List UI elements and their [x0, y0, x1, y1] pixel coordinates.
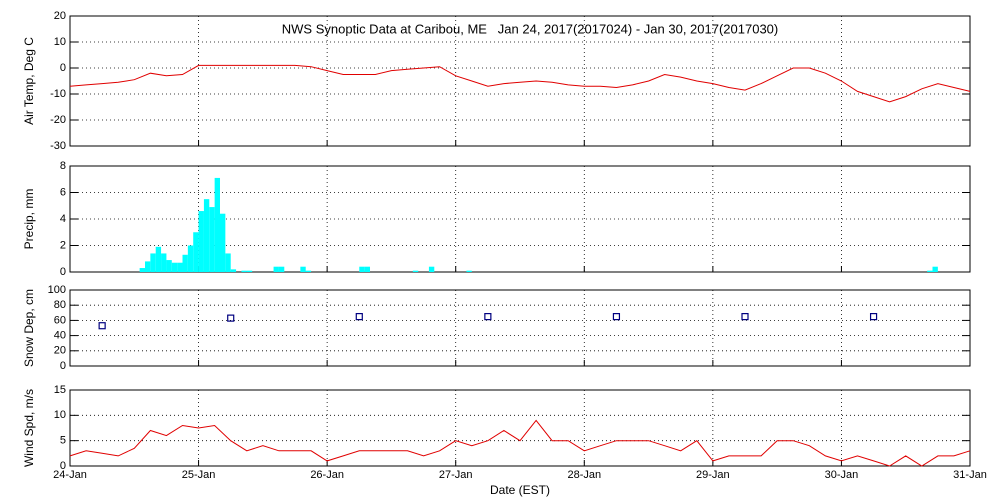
y-tick-label: 6 — [60, 186, 66, 198]
bar — [150, 253, 156, 272]
y-tick-label: 2 — [60, 239, 66, 251]
bar — [364, 266, 370, 272]
y-tick-label: 10 — [54, 409, 66, 421]
y-tick-label: 0 — [60, 62, 66, 74]
y-tick-label: 0 — [60, 266, 66, 278]
y-tick-label: 60 — [54, 314, 66, 326]
bar — [166, 260, 172, 272]
y-tick-label: 0 — [60, 360, 66, 372]
bar — [155, 246, 162, 272]
bar — [225, 253, 231, 272]
bar — [198, 211, 204, 272]
plot-frame — [69, 165, 971, 273]
bar — [466, 270, 472, 272]
bar — [230, 269, 237, 272]
bar — [139, 268, 145, 272]
x-tick-label: 30-Jan — [825, 469, 859, 481]
point — [98, 322, 106, 330]
bar — [428, 266, 435, 272]
plot-frame — [69, 389, 971, 467]
point — [484, 313, 492, 321]
bar — [246, 270, 253, 272]
data-line — [69, 419, 971, 467]
point — [869, 313, 878, 321]
bar — [187, 245, 194, 272]
point — [612, 313, 621, 321]
y-tick-label: 20 — [54, 345, 66, 357]
data-line — [69, 64, 971, 103]
bar — [193, 232, 199, 272]
y-tick-label: 80 — [54, 299, 66, 311]
bar — [412, 270, 419, 272]
bar — [241, 270, 247, 272]
y-tick-label: 40 — [54, 330, 66, 342]
bar — [273, 266, 279, 272]
bar — [927, 270, 933, 272]
y-tick-label: 100 — [48, 284, 66, 296]
x-tick-label: 29-Jan — [696, 469, 730, 481]
plot-frame — [69, 15, 971, 147]
bar — [305, 270, 312, 272]
bar — [177, 262, 183, 272]
x-tick-label: 31-Jan — [953, 469, 987, 481]
x-tick-label: 27-Jan — [439, 469, 473, 481]
y-axis-label: Air Temp, Deg C — [22, 37, 36, 125]
y-tick-label: 20 — [54, 10, 66, 22]
bar — [300, 266, 306, 272]
y-tick-label: 0 — [60, 460, 66, 472]
x-axis-label: Date (EST) — [490, 483, 550, 497]
bar — [171, 262, 178, 272]
bar — [161, 253, 167, 272]
bar — [278, 266, 285, 272]
x-tick-label: 25-Jan — [182, 469, 216, 481]
y-tick-label: -30 — [50, 140, 66, 152]
bar — [209, 207, 215, 272]
chart-title: NWS Synoptic Data at Caribou, ME Jan 24,… — [282, 21, 778, 36]
y-tick-label: 4 — [60, 213, 66, 225]
point — [227, 314, 235, 322]
bar — [182, 254, 188, 272]
bar — [359, 266, 365, 272]
bar — [145, 261, 151, 272]
y-axis-label: Snow Dep, cm — [22, 289, 36, 367]
y-tick-label: -20 — [50, 114, 66, 126]
y-tick-label: 15 — [54, 384, 66, 396]
bar — [203, 199, 210, 272]
plot-frame — [69, 289, 971, 367]
y-tick-label: -10 — [50, 88, 66, 100]
y-tick-label: 8 — [60, 160, 66, 172]
y-tick-label: 10 — [54, 36, 66, 48]
x-tick-label: 24-Jan — [53, 469, 87, 481]
x-tick-label: 28-Jan — [567, 469, 601, 481]
x-tick-label: 26-Jan — [310, 469, 344, 481]
bar — [220, 213, 226, 272]
y-tick-label: 5 — [60, 435, 66, 447]
y-axis-label: Wind Spd, m/s — [22, 389, 36, 467]
point — [741, 313, 749, 321]
bar — [214, 177, 220, 272]
bar — [932, 266, 938, 272]
y-axis-label: Precip, mm — [22, 189, 36, 250]
point — [355, 313, 363, 321]
